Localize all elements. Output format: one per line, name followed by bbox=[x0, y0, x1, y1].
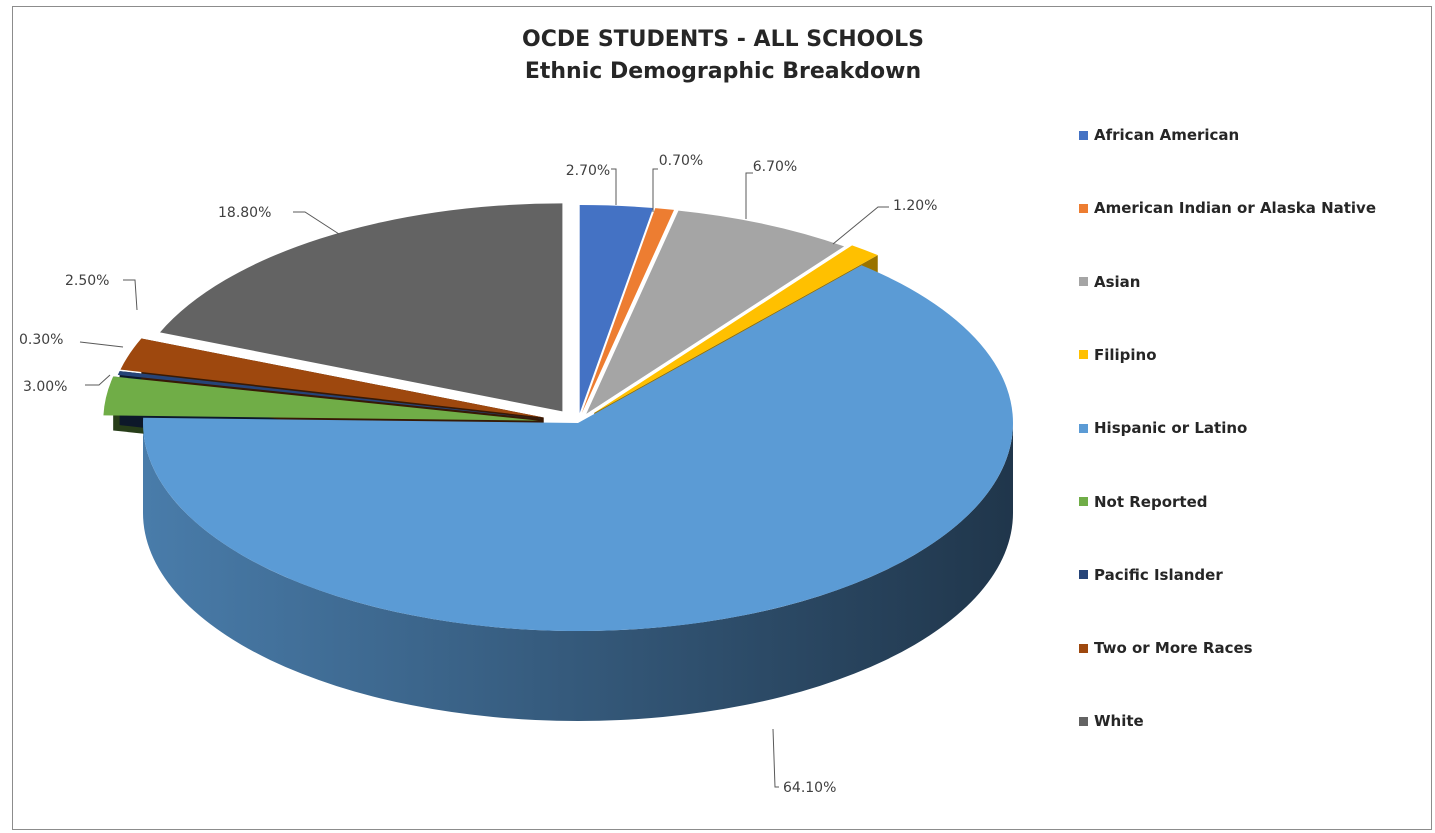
leader-line bbox=[85, 374, 111, 386]
legend-label: Asian bbox=[1094, 272, 1141, 291]
chart-subtitle: Ethnic Demographic Breakdown bbox=[524, 59, 922, 84]
legend-swatch bbox=[1079, 497, 1088, 506]
data-label: 64.10% bbox=[783, 780, 836, 796]
legend-label: White bbox=[1094, 712, 1144, 731]
pie-slice-american-indian-or-alaska-native bbox=[581, 208, 675, 414]
chart-title: OCDE STUDENTS - ALL SCHOOLS bbox=[522, 27, 924, 52]
legend-entry: Pacific Islander bbox=[1079, 564, 1223, 586]
pie-chart: 2.70% 0.70% 6.70% 1.20% 64.10% 3.00% 0.30% 2.50… bbox=[19, 153, 1014, 796]
legend-entry: Two or More Races bbox=[1079, 637, 1253, 659]
pie-slice-two-or-more-races bbox=[120, 338, 544, 418]
pie-slice-african-american bbox=[579, 205, 654, 414]
data-label: 18.80% bbox=[218, 205, 271, 221]
pie-slice-hispanic-or-latino bbox=[142, 265, 1014, 632]
data-label: 3.00% bbox=[23, 379, 67, 395]
legend-label: Two or More Races bbox=[1094, 639, 1253, 658]
leader-line bbox=[772, 728, 779, 788]
legend-entry: Not Reported bbox=[1079, 491, 1208, 513]
legend-swatch bbox=[1079, 570, 1088, 580]
legend-label: African American bbox=[1094, 126, 1240, 144]
chart-area: OCDE STUDENTS - ALL SCHOOLS Ethnic Demog… bbox=[12, 6, 1432, 830]
data-label: 6.70% bbox=[753, 159, 797, 175]
legend-swatch bbox=[1079, 277, 1088, 287]
pie-slice-white bbox=[159, 203, 563, 412]
data-label: 2.50% bbox=[65, 273, 109, 289]
legend-entry: Filipino bbox=[1079, 344, 1157, 366]
pie-slice-filipino bbox=[594, 245, 878, 413]
legend-swatch bbox=[1079, 203, 1088, 213]
data-label: 1.20% bbox=[893, 198, 937, 214]
legend-entry: Asian bbox=[1079, 271, 1140, 293]
legend-label: Not Reported bbox=[1094, 492, 1208, 511]
legend-label: American Indian or Alaska Native bbox=[1094, 199, 1377, 218]
legend-label: Pacific Islander bbox=[1094, 565, 1223, 584]
leader-line bbox=[611, 168, 617, 205]
legend-swatch bbox=[1079, 423, 1088, 433]
legend-swatch bbox=[1079, 350, 1088, 360]
pie-slice-not-reported bbox=[103, 376, 539, 421]
leader-line bbox=[745, 172, 753, 219]
leader-line bbox=[652, 168, 658, 212]
leader-line bbox=[832, 206, 889, 245]
legend-entry: African American bbox=[1079, 124, 1239, 146]
data-label: 0.70% bbox=[659, 153, 703, 169]
legend-entry: White bbox=[1079, 710, 1144, 732]
data-label: 0.30% bbox=[19, 332, 63, 348]
data-label: 2.70% bbox=[566, 163, 610, 179]
legend-label: Filipino bbox=[1094, 345, 1157, 364]
slice-side-4 bbox=[143, 423, 1013, 721]
legend-swatch bbox=[1079, 716, 1088, 726]
pie-slice-asian bbox=[586, 210, 845, 414]
leader-line bbox=[79, 341, 124, 348]
legend-entry: Hispanic or Latino bbox=[1079, 417, 1247, 439]
leader-line bbox=[293, 211, 340, 235]
leader-line bbox=[123, 279, 138, 311]
legend-entry: American Indian or Alaska Native bbox=[1079, 197, 1376, 219]
legend-swatch bbox=[1079, 643, 1088, 653]
legend-label: Hispanic or Latino bbox=[1094, 419, 1248, 438]
pie-slice-pacific-islander bbox=[117, 371, 543, 420]
legend-swatch bbox=[1079, 130, 1088, 140]
